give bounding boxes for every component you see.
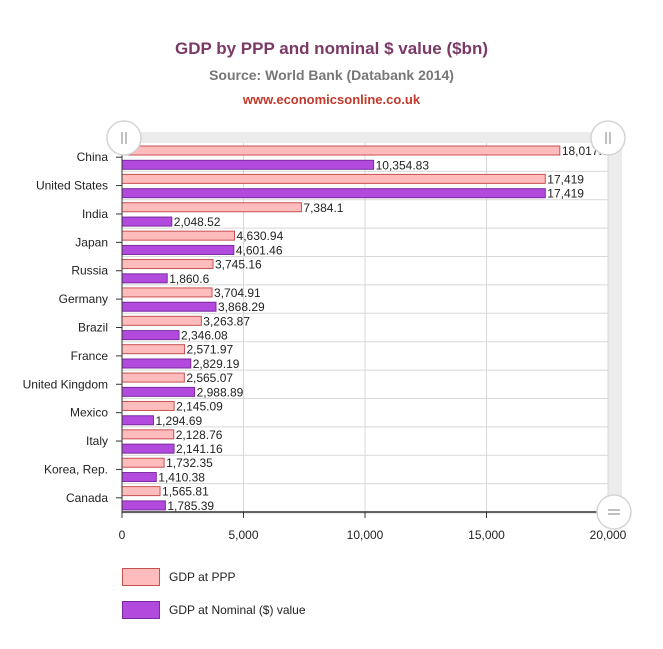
category-label: Canada [66,491,108,505]
zoom-handle-right[interactable] [590,120,626,156]
bar-ppp[interactable] [121,202,302,213]
bar-nominal[interactable] [121,216,173,227]
bar-nominal[interactable] [121,386,196,397]
bar-nominal[interactable] [121,415,154,426]
data-label-nominal: 1,410.38 [158,471,205,485]
data-label-nominal: 10,354.83 [376,158,430,172]
bar-ppp[interactable] [121,400,175,411]
data-label-ppp: 3,745.16 [215,258,262,272]
legend-swatch-nominal [122,601,160,619]
bar-nominal[interactable] [121,500,166,511]
bar-ppp[interactable] [121,315,202,326]
data-label-nominal: 2,829.19 [193,357,240,371]
data-label-nominal: 3,868.29 [218,300,265,314]
chart-subtitle: Source: World Bank (Databank 2014) [209,67,454,83]
bar-nominal[interactable] [121,443,175,454]
bar-nominal[interactable] [121,273,168,284]
category-label: Korea, Rep. [44,462,108,476]
zoom-handle-left[interactable] [106,120,142,156]
category-label: United States [36,179,108,193]
data-label-ppp: 2,145.09 [176,399,223,413]
data-label-nominal: 17,419 [547,187,584,201]
x-tick-label: 5,000 [228,528,258,542]
data-label-nominal: 1,785.39 [167,499,214,513]
category-label: France [71,349,109,363]
data-label-ppp: 7,384.1 [303,201,343,215]
category-label: Brazil [78,321,108,335]
bar-ppp[interactable] [121,230,236,241]
data-label-ppp: 4,630.94 [237,229,284,243]
bar-ppp[interactable] [121,429,175,440]
x-tick-label: 20,000 [590,528,627,542]
bar-nominal[interactable] [121,188,546,199]
bar-ppp[interactable] [121,287,213,298]
category-label: China [77,150,109,164]
category-label: Russia [71,264,108,278]
category-label: Italy [86,434,108,448]
data-label-ppp: 3,704.91 [214,286,261,300]
source-url[interactable]: www.economicsonline.co.uk [242,92,421,107]
bar-ppp[interactable] [121,259,214,270]
legend-swatch-ppp [122,568,160,586]
category-label: United Kingdom [23,377,108,391]
legend-label-nominal: GDP at Nominal ($) value [169,603,306,617]
bar-ppp[interactable] [121,372,185,383]
bar-nominal[interactable] [121,301,217,312]
bar-nominal[interactable] [121,244,235,255]
category-label: India [82,207,108,221]
data-label-ppp: 1,565.81 [162,485,209,499]
x-tick-label: 10,000 [347,528,384,542]
data-label-nominal: 4,601.46 [236,243,283,257]
category-label: Japan [75,235,108,249]
bar-ppp[interactable] [121,457,165,468]
data-label-ppp: 2,571.97 [186,343,233,357]
bar-nominal[interactable] [121,472,157,483]
data-label-nominal: 2,048.52 [174,215,221,229]
legend-label-ppp: GDP at PPP [169,570,236,584]
data-label-nominal: 2,988.89 [197,385,244,399]
category-label: Germany [59,292,108,306]
data-label-ppp: 1,732.35 [166,456,213,470]
data-label-nominal: 1,860.6 [169,272,209,286]
zoom-handle-bottom[interactable] [596,494,632,530]
bar-ppp[interactable] [121,486,161,497]
category-label: Mexico [70,406,108,420]
bar-nominal[interactable] [121,330,180,341]
x-tick-label: 15,000 [468,528,505,542]
bar-nominal[interactable] [121,358,192,369]
bar-ppp[interactable] [121,173,546,184]
data-label-nominal: 2,141.16 [176,442,223,456]
bar-nominal[interactable] [121,159,375,170]
data-label-ppp: 17,419 [547,172,584,186]
data-label-nominal: 2,346.08 [181,329,228,343]
bar-ppp[interactable] [121,344,185,355]
x-tick-label: 0 [119,528,126,542]
data-label-ppp: 2,128.76 [176,428,223,442]
data-label-nominal: 1,294.69 [155,414,202,428]
data-label-ppp: 2,565.07 [186,371,233,385]
data-label-ppp: 3,263.87 [203,314,250,328]
chart-title: GDP by PPP and nominal $ value ($bn) [174,39,488,58]
bar-ppp[interactable] [121,145,561,156]
